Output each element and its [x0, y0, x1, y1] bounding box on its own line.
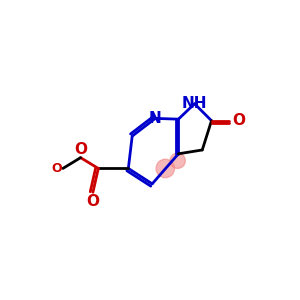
Text: NH: NH: [182, 96, 207, 111]
Text: O: O: [52, 162, 62, 175]
Text: O: O: [74, 142, 87, 157]
Circle shape: [156, 159, 175, 178]
Text: O: O: [232, 113, 245, 128]
Text: O: O: [86, 194, 99, 209]
Circle shape: [170, 153, 185, 168]
Text: N: N: [149, 111, 162, 126]
